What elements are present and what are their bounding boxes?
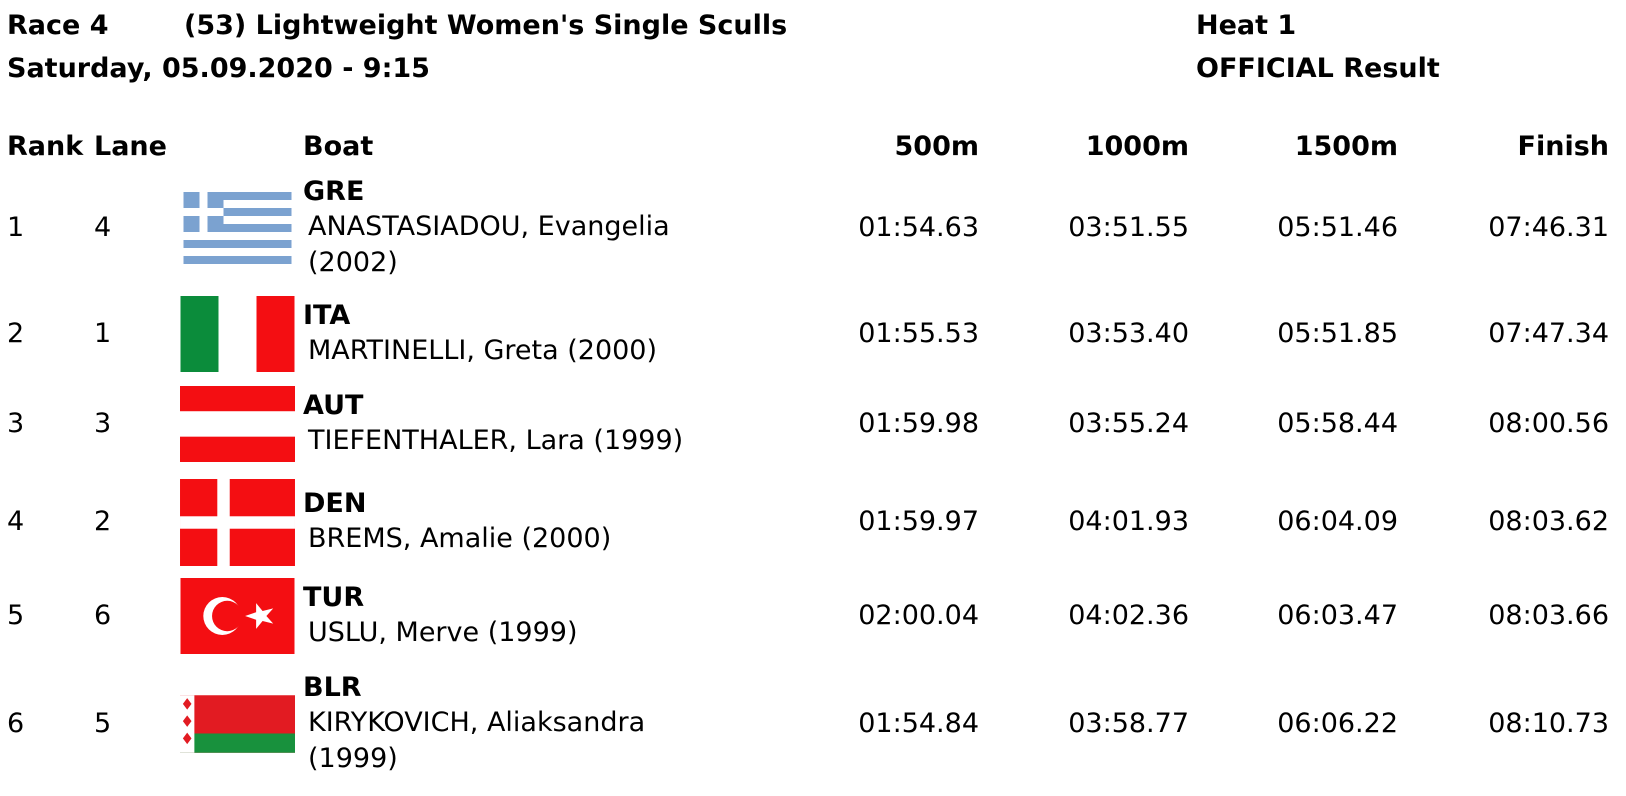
split-time: 08:00.56 [1488, 408, 1609, 439]
lane: 3 [94, 408, 112, 439]
col-head: 500m [894, 131, 980, 162]
rank: 4 [7, 506, 25, 537]
split-time: 03:53.40 [1068, 318, 1189, 349]
flag [180, 386, 295, 462]
split-time: 01:54.84 [858, 708, 979, 739]
result-row: 2 1 ITA MARTINELLI, Greta (2000) 01:55.53 03… [0, 296, 1626, 372]
col-head: Finish [1517, 131, 1609, 162]
date: Saturday, 05.09.2020 - 9:15 [7, 53, 430, 84]
split-time: 08:03.62 [1488, 506, 1609, 537]
split-time: 03:55.24 [1068, 408, 1189, 439]
boat: GRE ANASTASIADOU, Evangelia (2002) [303, 175, 723, 281]
athlete: TIEFENTHALER, Lara (1999) [308, 425, 684, 456]
boat: TUR USLU, Merve (1999) [303, 581, 723, 651]
split-time: 08:03.66 [1488, 600, 1609, 631]
result-row: 1 4 GRE ANASTASIADOU, Evangelia (2002) 01:5… [0, 172, 1626, 284]
rank: 1 [7, 212, 25, 243]
split-time: 06:03.47 [1277, 600, 1398, 631]
country: ITA [303, 300, 351, 331]
col-head: Lane [94, 131, 167, 162]
flag [180, 578, 295, 654]
boat: ITA MARTINELLI, Greta (2000) [303, 299, 723, 369]
split-time: 01:59.97 [858, 506, 979, 537]
split-time: 01:59.98 [858, 408, 979, 439]
rank: 2 [7, 318, 25, 349]
lane: 4 [94, 212, 112, 243]
boat: BLR KIRYKOVICH, Aliaksandra (1999) [303, 671, 723, 777]
result-row: 3 3 AUT TIEFENTHALER, Lara (1999) 01:59.98 0… [0, 386, 1626, 462]
split-time: 07:47.34 [1488, 318, 1609, 349]
split-time: 04:01.93 [1068, 506, 1189, 537]
split-time: 06:06.22 [1277, 708, 1398, 739]
column-header: Rank Lane Boat 500m 1000m 1500m Finish [0, 128, 1626, 166]
lane: 2 [94, 506, 112, 537]
split-time: 08:10.73 [1488, 708, 1609, 739]
col-head: 1500m [1294, 131, 1398, 162]
col-head: Rank [7, 131, 84, 162]
athlete: KIRYKOVICH, Aliaksandra (1999) [308, 707, 646, 774]
race: Race 4 [7, 10, 109, 41]
country: AUT [303, 390, 364, 421]
athlete: USLU, Merve (1999) [308, 617, 578, 648]
heat: Heat 1 [1196, 10, 1297, 41]
col-head: 1000m [1085, 131, 1189, 162]
split-time: 06:04.09 [1277, 506, 1398, 537]
split-time: 03:51.55 [1068, 212, 1189, 243]
lane: 1 [94, 318, 112, 349]
split-time: 05:51.85 [1277, 318, 1398, 349]
country: GRE [303, 176, 365, 207]
lane: 6 [94, 600, 112, 631]
boat: AUT TIEFENTHALER, Lara (1999) [303, 389, 723, 459]
event: (53) Lightweight Women's Single Sculls [184, 10, 788, 41]
result-row: 5 6 TUR USLU, Merve (1999) 02:00.04 04:02.36… [0, 578, 1626, 654]
split-time: 01:55.53 [858, 318, 979, 349]
split-time: 07:46.31 [1488, 212, 1609, 243]
athlete: MARTINELLI, Greta (2000) [308, 335, 658, 366]
athlete: ANASTASIADOU, Evangelia (2002) [308, 211, 670, 278]
split-time: 02:00.04 [858, 600, 979, 631]
country: TUR [303, 582, 365, 613]
split-time: 01:54.63 [858, 212, 979, 243]
boat: DEN BREMS, Amalie (2000) [303, 487, 723, 557]
flag [180, 695, 295, 753]
rank: 3 [7, 408, 25, 439]
country: DEN [303, 488, 367, 519]
split-time: 05:58.44 [1277, 408, 1398, 439]
rank: 5 [7, 600, 25, 631]
rank: 6 [7, 708, 25, 739]
lane: 5 [94, 708, 112, 739]
athlete: BREMS, Amalie (2000) [308, 523, 612, 554]
flag [180, 478, 295, 566]
flag [180, 296, 295, 372]
split-time: 03:58.77 [1068, 708, 1189, 739]
split-time: 05:51.46 [1277, 212, 1398, 243]
result-row: 4 2 DEN BREMS, Amalie (2000) 01:59.97 04:01.… [0, 477, 1626, 567]
flag [183, 192, 292, 264]
split-time: 04:02.36 [1068, 600, 1189, 631]
country: BLR [303, 672, 362, 703]
result-row: 6 5 BLR KIRYKOVICH, Aliaksandra (1999) 01:5… [0, 668, 1626, 780]
col-head: Boat [303, 131, 374, 162]
status: OFFICIAL Result [1196, 53, 1440, 84]
